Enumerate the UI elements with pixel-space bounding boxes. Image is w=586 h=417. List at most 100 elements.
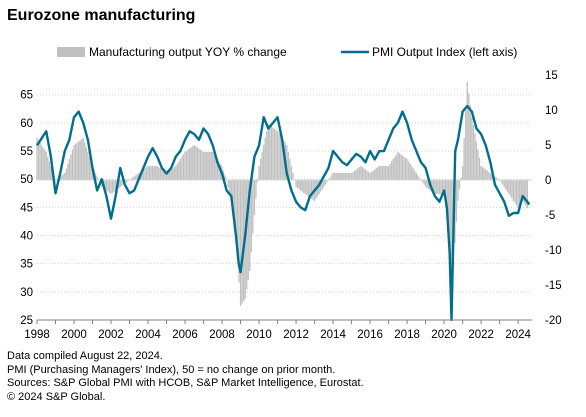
bar bbox=[158, 167, 160, 180]
bar bbox=[344, 173, 347, 180]
bar bbox=[87, 152, 89, 180]
bar bbox=[235, 180, 237, 236]
bar bbox=[502, 180, 504, 185]
bar bbox=[39, 142, 41, 180]
bar bbox=[270, 126, 273, 180]
bar bbox=[212, 152, 214, 180]
bar bbox=[292, 173, 294, 180]
bar bbox=[457, 180, 459, 201]
bar bbox=[330, 175, 333, 180]
bar bbox=[192, 146, 194, 180]
bar bbox=[352, 171, 354, 180]
bar bbox=[50, 166, 52, 180]
x-axis-tick-label: 2006 bbox=[172, 329, 198, 341]
bar bbox=[329, 177, 331, 180]
bar bbox=[381, 166, 384, 180]
bar bbox=[482, 167, 484, 180]
left-axis-tick-label: 65 bbox=[20, 90, 33, 102]
bar bbox=[81, 139, 83, 180]
bar bbox=[508, 180, 510, 194]
bar bbox=[135, 175, 137, 180]
bar bbox=[468, 93, 470, 180]
bar bbox=[159, 168, 162, 180]
bar bbox=[94, 173, 97, 180]
bar bbox=[343, 173, 345, 180]
bar bbox=[478, 157, 481, 180]
bar bbox=[193, 145, 195, 180]
legend: Manufacturing output YOY % change PMI Out… bbox=[57, 45, 517, 59]
left-axis-tick-label: 50 bbox=[20, 174, 33, 186]
bar bbox=[199, 149, 202, 180]
bar bbox=[505, 180, 507, 190]
bar bbox=[364, 169, 367, 180]
bar bbox=[387, 166, 390, 180]
bar bbox=[273, 128, 276, 180]
bar bbox=[256, 180, 259, 183]
left-axis-tick-label: 30 bbox=[20, 287, 33, 299]
bar bbox=[335, 173, 337, 180]
bar bbox=[440, 180, 442, 194]
bar bbox=[411, 166, 413, 180]
bar bbox=[236, 180, 239, 260]
bar bbox=[148, 166, 151, 180]
bar bbox=[267, 124, 269, 180]
bar bbox=[363, 168, 365, 180]
bar bbox=[488, 171, 490, 180]
bar bbox=[497, 178, 499, 180]
bar bbox=[298, 180, 300, 190]
bar bbox=[338, 173, 340, 180]
bar bbox=[227, 180, 229, 187]
bar bbox=[147, 166, 149, 180]
bar bbox=[469, 105, 471, 180]
bar bbox=[407, 161, 410, 180]
bar bbox=[173, 167, 175, 180]
note-sources: Sources: S&P Global PMI with HCOB, S&P M… bbox=[7, 377, 364, 389]
bar bbox=[400, 154, 402, 180]
bar bbox=[417, 175, 419, 180]
bar bbox=[455, 180, 458, 222]
bar bbox=[47, 156, 49, 180]
bar bbox=[377, 167, 379, 180]
bar bbox=[261, 152, 263, 180]
bar bbox=[216, 159, 219, 180]
bar bbox=[40, 145, 43, 180]
bar bbox=[164, 171, 166, 180]
bar bbox=[477, 149, 479, 180]
bar bbox=[205, 152, 208, 180]
bar bbox=[296, 180, 299, 189]
bar bbox=[201, 150, 203, 180]
bar bbox=[465, 110, 467, 180]
bar bbox=[485, 169, 487, 180]
bar bbox=[421, 180, 424, 183]
bar bbox=[428, 180, 430, 190]
chart-title: Eurozone manufacturing bbox=[7, 7, 196, 24]
bar bbox=[150, 166, 152, 180]
bar bbox=[175, 166, 177, 180]
bar bbox=[398, 153, 401, 180]
bar bbox=[65, 168, 67, 180]
bar bbox=[276, 131, 279, 180]
left-axis-tick-label: 60 bbox=[20, 118, 33, 130]
bar bbox=[519, 180, 521, 206]
bar bbox=[218, 161, 220, 180]
x-axis-tick-label: 2022 bbox=[468, 329, 494, 341]
x-axis-tick-label: 2004 bbox=[135, 329, 161, 341]
bar bbox=[37, 140, 40, 180]
bar bbox=[156, 166, 158, 180]
bar bbox=[119, 180, 121, 187]
bar bbox=[278, 133, 280, 180]
bar bbox=[125, 180, 128, 183]
pmi-line bbox=[35, 104, 531, 322]
bar bbox=[460, 177, 462, 180]
bar bbox=[70, 154, 72, 180]
bar bbox=[84, 142, 86, 180]
bar bbox=[392, 159, 394, 180]
bar bbox=[383, 166, 385, 180]
bar bbox=[514, 180, 516, 204]
bar bbox=[110, 180, 112, 194]
bar bbox=[449, 180, 451, 283]
bar bbox=[323, 180, 325, 187]
grid-layer bbox=[37, 94, 532, 321]
bar bbox=[424, 180, 427, 187]
